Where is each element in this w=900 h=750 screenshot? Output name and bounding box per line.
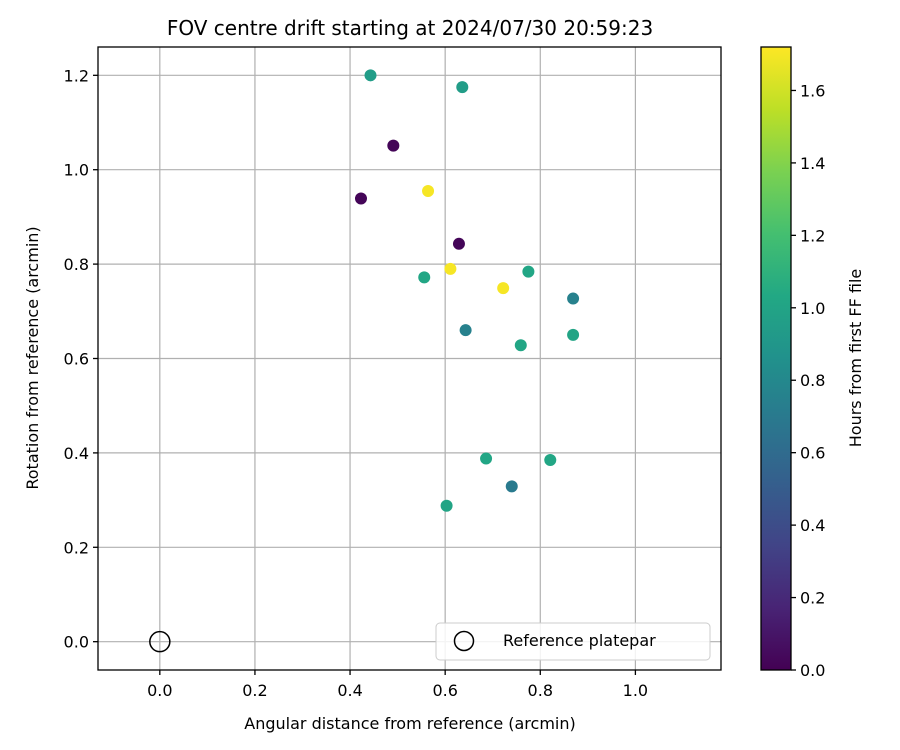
legend-reference-marker <box>453 630 475 652</box>
data-point <box>567 292 580 305</box>
data-point <box>440 499 453 512</box>
colorbar-tick-label: 1.2 <box>800 226 825 245</box>
x-tick-label: 0.8 <box>528 681 553 700</box>
y-tick-label: 0.0 <box>64 633 89 652</box>
data-points <box>354 69 580 512</box>
colorbar <box>760 46 792 671</box>
colorbar-tick-label: 1.0 <box>800 299 825 318</box>
data-point <box>544 453 557 466</box>
data-point <box>422 184 435 197</box>
y-tick-label: 1.0 <box>64 161 89 180</box>
colorbar-ticks: 0.0 0.2 0.4 0.6 0.8 1.0 1.2 1.4 1.6 <box>791 81 825 680</box>
y-axis-ticks: 0.0 0.2 0.4 0.6 0.8 1.0 1.2 <box>64 66 98 652</box>
x-tick-label: 0.2 <box>242 681 267 700</box>
x-tick-label: 0.0 <box>147 681 172 700</box>
colorbar-tick-label: 0.0 <box>800 661 825 680</box>
data-point <box>505 480 518 493</box>
reference-platepar-marker <box>149 630 171 653</box>
colorbar-tick-label: 1.6 <box>800 81 825 100</box>
y-tick-label: 0.8 <box>64 255 89 274</box>
reference-marker-layer <box>149 630 171 653</box>
legend: Reference platepar <box>435 622 711 661</box>
grid <box>98 47 721 670</box>
legend-label: Reference platepar <box>503 631 656 650</box>
y-tick-label: 0.4 <box>64 444 89 463</box>
data-point <box>514 339 527 352</box>
data-point <box>456 81 469 94</box>
colorbar-tick-label: 1.4 <box>800 154 825 173</box>
x-tick-label: 1.0 <box>623 681 648 700</box>
data-point <box>567 328 580 341</box>
colorbar-tick-label: 0.2 <box>800 589 825 608</box>
colorbar-tick-label: 0.4 <box>800 516 825 535</box>
data-point <box>452 237 465 250</box>
data-point <box>497 282 510 295</box>
data-point <box>354 192 367 205</box>
colorbar-title: Hours from first FF file <box>846 269 865 448</box>
data-point <box>418 271 431 284</box>
data-point <box>480 452 493 465</box>
x-axis-ticks: 0.0 0.2 0.4 0.6 0.8 1.0 <box>147 670 648 700</box>
x-tick-label: 0.6 <box>432 681 457 700</box>
data-point <box>364 69 377 82</box>
y-tick-label: 1.2 <box>64 66 89 85</box>
y-tick-label: 0.2 <box>64 538 89 557</box>
x-tick-label: 0.4 <box>337 681 362 700</box>
data-point <box>522 265 535 278</box>
x-axis-title: Angular distance from reference (arcmin) <box>244 714 575 733</box>
colorbar-tick-label: 0.8 <box>800 371 825 390</box>
data-point <box>459 324 472 337</box>
data-point <box>444 262 457 275</box>
y-tick-label: 0.6 <box>64 350 89 369</box>
data-point <box>387 139 400 152</box>
y-axis-title: Rotation from reference (arcmin) <box>23 226 42 489</box>
chart-title: FOV centre drift starting at 2024/07/30 … <box>167 16 653 40</box>
colorbar-tick-label: 0.6 <box>800 444 825 463</box>
legend-box <box>435 622 711 661</box>
